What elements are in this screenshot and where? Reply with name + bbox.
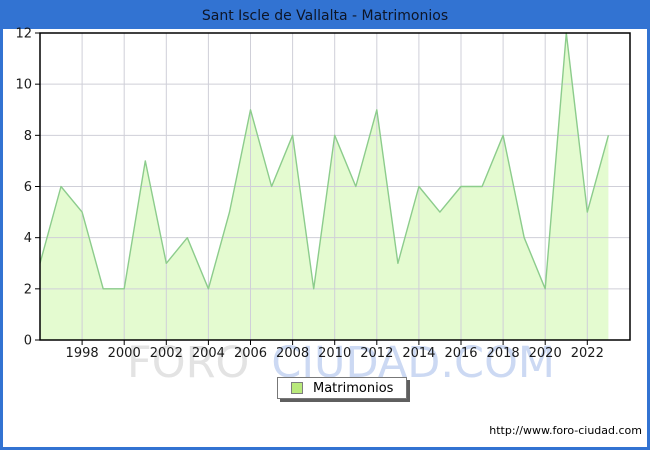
legend-label: Matrimonios (313, 380, 394, 396)
x-axis-label: 2022 (571, 346, 604, 361)
x-axis-label: 2004 (192, 346, 225, 361)
x-axis-label: 2018 (487, 346, 520, 361)
y-axis-label: 2 (24, 282, 32, 297)
y-axis-label: 10 (15, 78, 32, 93)
x-axis-label: 2008 (276, 346, 309, 361)
area-series-fill (40, 33, 609, 340)
y-axis-label: 4 (24, 231, 32, 246)
y-axis-label: 12 (15, 27, 32, 42)
legend-box: Matrimonios (277, 377, 408, 399)
chart-title: Sant Iscle de Vallalta - Matrimonios (201, 8, 449, 24)
x-axis-label: 2020 (529, 346, 562, 361)
x-axis-label: 2016 (444, 346, 477, 361)
footer-url: http://www.foro-ciudad.com (489, 424, 642, 437)
x-axis-label: 2012 (360, 346, 393, 361)
legend-swatch-icon (291, 382, 303, 394)
x-axis-label: 2000 (108, 346, 141, 361)
x-axis-label: 2002 (150, 346, 183, 361)
y-axis-label: 8 (24, 129, 32, 144)
x-axis-label: 2014 (402, 346, 435, 361)
chart-svg: 0 2 4 6 8 10 12 1998 2000 2002 2004 2006 2008 2010 201… (15, 27, 631, 361)
area-series-line (39, 32, 610, 290)
y-axis-label: 0 (24, 334, 32, 349)
x-axis-label: 1998 (66, 346, 99, 361)
x-axis-label: 2010 (318, 346, 351, 361)
y-axis-label: 6 (24, 180, 32, 195)
chart-title-bar: Sant Iscle de Vallalta - Matrimonios (3, 3, 647, 29)
x-axis-label: 2006 (234, 346, 267, 361)
